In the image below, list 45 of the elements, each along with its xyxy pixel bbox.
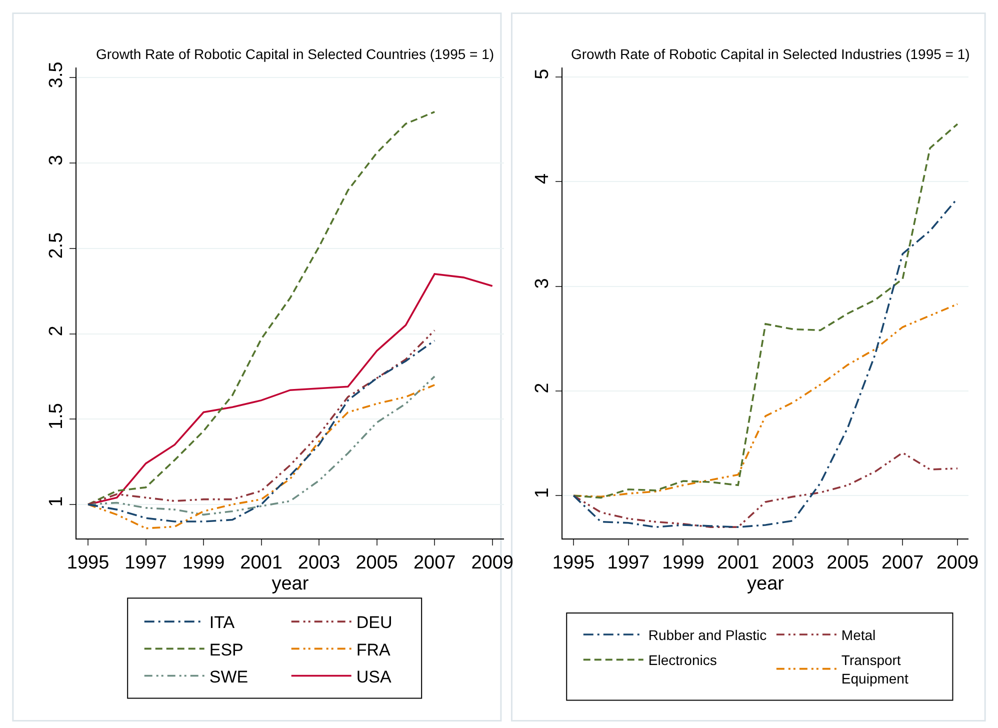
- y-tick-label: 1: [46, 496, 67, 507]
- line-series: [572, 303, 958, 498]
- legend-label: USA: [356, 667, 392, 686]
- y-tick-label: 3.5: [46, 62, 67, 88]
- y-tick-label: 3: [532, 278, 553, 289]
- x-tick-label: 2005: [826, 552, 869, 574]
- line-series: [572, 452, 958, 528]
- y-tick-label: 2: [46, 326, 67, 336]
- legend-label: DEU: [356, 613, 392, 632]
- x-tick-label: 2009: [471, 552, 514, 574]
- x-tick-label: 2001: [716, 552, 760, 574]
- line-series: [572, 123, 958, 499]
- x-tick-label: 2005: [356, 552, 398, 574]
- y-tick-label: 4: [532, 173, 553, 184]
- x-tick-label: 1997: [607, 552, 650, 574]
- x-tick-label: 2007: [881, 552, 924, 574]
- legend-label: ITA: [209, 613, 236, 632]
- x-tick-label: 1995: [66, 552, 110, 574]
- chart-title: Growth Rate of Robotic Capital in Selected Industries (1995 = 1): [571, 46, 970, 62]
- x-tick-label: 2001: [240, 552, 282, 574]
- x-tick-label: 2003: [772, 552, 814, 574]
- x-tick-label: 1995: [552, 552, 595, 574]
- y-tick-label: 5: [532, 68, 553, 80]
- legend-label: Rubber and Plastic: [648, 626, 767, 643]
- legend-label: Electronics: [648, 652, 717, 668]
- x-axis-title: year: [272, 573, 310, 594]
- legend-label: Transport Equipment: [841, 652, 908, 686]
- y-tick-label: 2.5: [46, 232, 67, 259]
- x-tick-label: 1997: [124, 552, 167, 574]
- x-tick-label: 1999: [182, 552, 225, 574]
- x-axis-title: year: [747, 573, 785, 594]
- x-tick-label: 2003: [298, 552, 340, 574]
- line-series: [87, 110, 436, 506]
- y-tick-label: 3: [46, 154, 67, 166]
- y-tick-label: 2: [532, 382, 553, 394]
- legend-label: FRA: [356, 640, 392, 660]
- legend-label: ESP: [209, 640, 244, 660]
- legend-label: Metal: [841, 626, 876, 643]
- legend-label: SWE: [209, 667, 248, 686]
- x-tick-label: 1999: [662, 552, 704, 574]
- y-tick-label: 1: [532, 488, 553, 498]
- y-tick-label: 1.5: [46, 403, 67, 430]
- chart-title: Growth Rate of Robotic Capital in Selected Countries (1995 = 1): [96, 46, 494, 62]
- x-tick-label: 2009: [936, 552, 979, 574]
- x-tick-label: 2007: [413, 552, 456, 574]
